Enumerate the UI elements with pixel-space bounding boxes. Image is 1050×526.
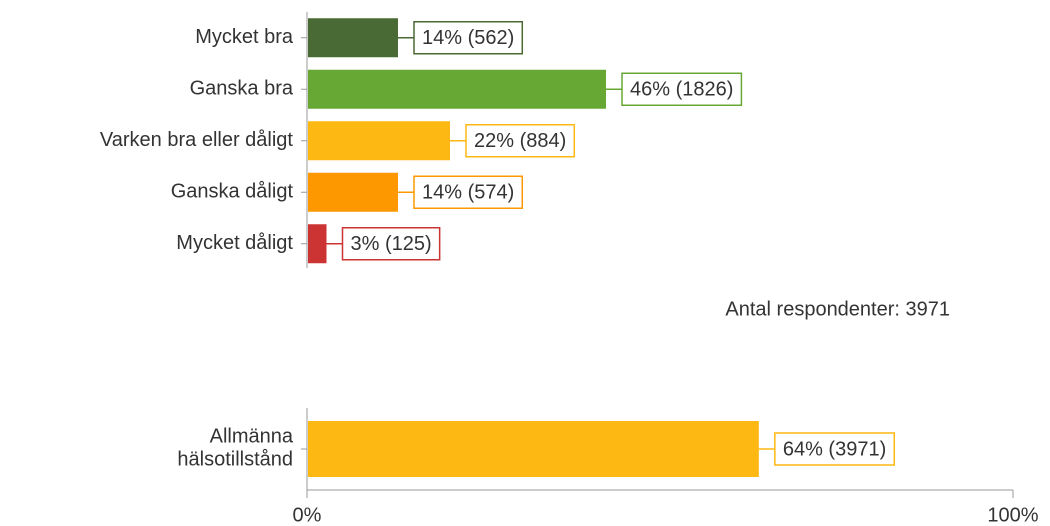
bar: [308, 69, 606, 109]
category-label: Ganska bra: [190, 78, 294, 100]
value-label-box: [621, 72, 743, 106]
value-label-box: [413, 175, 524, 209]
category-label: Mycket bra: [195, 26, 294, 48]
category-label: Mycket dåligt: [176, 232, 293, 254]
bar: [308, 18, 398, 58]
bar: [308, 224, 327, 264]
bar: [308, 121, 450, 161]
value-label: 46% (1826): [630, 79, 733, 101]
x-tick-label: 0%: [293, 504, 322, 526]
value-label: 64% (3971): [783, 438, 886, 460]
value-label: 14% (574): [422, 182, 514, 204]
value-label-box: [774, 432, 895, 466]
bar: [308, 172, 398, 212]
bar: [308, 421, 759, 477]
category-label: Allmänna hälsotillstånd: [177, 426, 293, 471]
value-label-box: [465, 124, 576, 158]
value-label-box: [413, 21, 524, 55]
annotation: Antal respondenter: 3971: [725, 298, 950, 320]
category-label: Varken bra eller dåligt: [100, 129, 294, 151]
value-label: 3% (125): [351, 233, 432, 255]
value-label: 22% (884): [474, 130, 566, 152]
value-label: 14% (562): [422, 27, 514, 49]
category-label: Ganska dåligt: [171, 181, 294, 203]
value-label-box: [341, 227, 441, 261]
x-tick-label: 100%: [987, 504, 1038, 526]
